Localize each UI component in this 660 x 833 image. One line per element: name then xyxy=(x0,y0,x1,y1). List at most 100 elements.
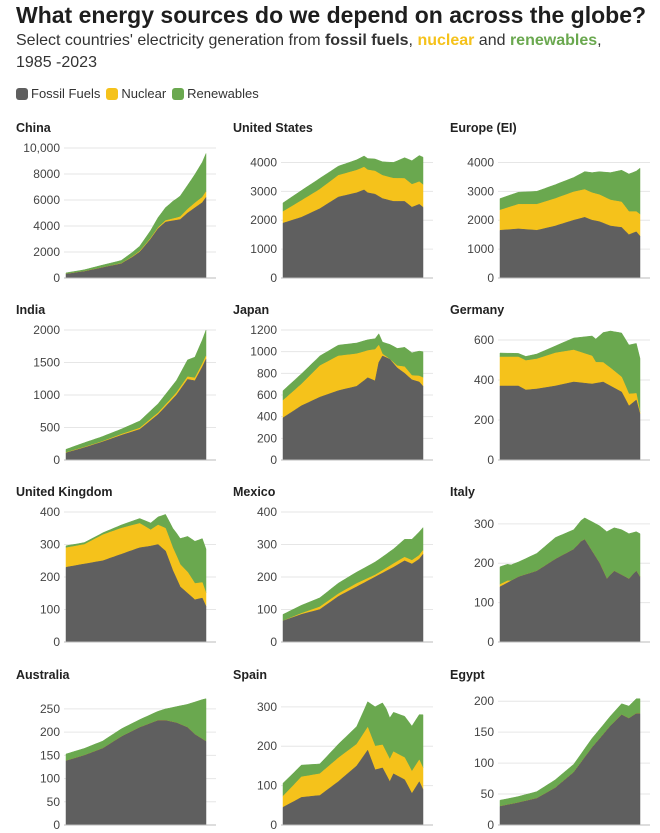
y-tick-label: 0 xyxy=(53,635,60,649)
y-tick-label: 800 xyxy=(257,366,277,380)
y-tick-label: 0 xyxy=(487,635,494,649)
y-tick-label: 100 xyxy=(40,772,60,786)
y-tick-label: 2000 xyxy=(33,323,60,337)
y-tick-label: 200 xyxy=(40,725,60,739)
legend-label-renewables: Renewables xyxy=(187,86,259,101)
y-tick-label: 400 xyxy=(257,505,277,519)
y-tick-label: 0 xyxy=(270,453,277,467)
y-tick-label: 4000 xyxy=(250,155,277,169)
legend-swatch-nuclear xyxy=(106,87,119,100)
subtitle-comma: , xyxy=(597,32,602,49)
y-tick-label: 200 xyxy=(257,570,277,584)
panel-mexico: Mexico 0 100 200 300 400 xyxy=(233,485,433,649)
y-tick-label: 4000 xyxy=(467,155,494,169)
y-tick-label: 400 xyxy=(40,505,60,519)
legend-item-fossil: Fossil Fuels xyxy=(16,86,100,101)
panel-japan: Japan 0 200 400 600 800 1000 1200 xyxy=(233,303,433,467)
y-tick-label: 250 xyxy=(40,702,60,716)
panel-title-china: China xyxy=(16,121,52,135)
y-tick-label: 4000 xyxy=(33,219,60,233)
y-tick-label: 10,000 xyxy=(23,141,60,155)
y-tick-label: 50 xyxy=(47,795,61,809)
subtitle-renewables-keyword: renewables xyxy=(509,32,598,49)
panel-title-italy: Italy xyxy=(450,485,475,499)
subtitle-fossil-keyword: fossil fuels xyxy=(324,32,409,49)
y-tick-label: 0 xyxy=(270,635,277,649)
legend-label-nuclear: Nuclear xyxy=(121,86,167,101)
area-fossil-germany xyxy=(499,381,641,461)
panel-title-europe-ei: Europe (EI) xyxy=(450,121,517,135)
y-tick-label: 8000 xyxy=(33,167,60,181)
page-title: What energy sources do we depend on acro… xyxy=(16,2,647,28)
y-tick-label: 500 xyxy=(40,421,60,435)
legend-item-nuclear: Nuclear xyxy=(106,86,166,101)
y-tick-label: 0 xyxy=(487,453,494,467)
y-tick-label: 50 xyxy=(481,787,495,801)
panel-title-united-states: United States xyxy=(233,121,313,135)
panel-australia: Australia 0 50 100 150 200 250 xyxy=(16,668,216,832)
panel-title-egypt: Egypt xyxy=(450,668,486,682)
y-tick-label: 300 xyxy=(40,538,60,552)
y-tick-label: 0 xyxy=(53,818,60,832)
y-tick-label: 150 xyxy=(474,725,494,739)
panel-title-germany: Germany xyxy=(450,303,504,317)
panel-title-japan: Japan xyxy=(233,303,269,317)
legend-item-renewables: Renewables xyxy=(172,86,259,101)
panel-title-australia: Australia xyxy=(16,668,71,682)
panel-europe-ei: Europe (EI) 0 1000 2000 3000 4000 xyxy=(450,121,650,285)
y-tick-label: 0 xyxy=(53,271,60,285)
y-tick-label: 0 xyxy=(270,271,277,285)
y-tick-label: 100 xyxy=(40,603,60,617)
y-tick-label: 1000 xyxy=(467,242,494,256)
legend-label-fossil: Fossil Fuels xyxy=(31,86,101,101)
panel-title-mexico: Mexico xyxy=(233,485,276,499)
y-tick-label: 200 xyxy=(474,413,494,427)
y-tick-label: 100 xyxy=(257,603,277,617)
y-tick-label: 200 xyxy=(474,556,494,570)
panel-germany: Germany 0 200 400 600 xyxy=(450,303,650,467)
legend-swatch-fossil xyxy=(16,87,28,100)
y-tick-label: 150 xyxy=(40,748,60,762)
y-tick-label: 200 xyxy=(40,570,60,584)
y-tick-label: 200 xyxy=(257,739,277,753)
y-tick-label: 1000 xyxy=(250,345,277,359)
y-tick-label: 300 xyxy=(257,700,277,714)
y-tick-label: 600 xyxy=(474,333,494,347)
y-tick-label: 1000 xyxy=(33,388,60,402)
y-tick-label: 100 xyxy=(474,596,494,610)
panel-italy: Italy 0 100 200 300 xyxy=(450,485,650,649)
y-tick-label: 300 xyxy=(257,538,277,552)
subtitle-nuclear-keyword: nuclear xyxy=(417,32,475,49)
subtitle-text: Select countries' electricity generation… xyxy=(16,32,325,49)
y-tick-label: 0 xyxy=(270,818,277,832)
panel-title-india: India xyxy=(16,303,46,317)
y-tick-label: 300 xyxy=(474,517,494,531)
panel-title-spain: Spain xyxy=(233,668,267,682)
subtitle-and: and xyxy=(474,32,510,49)
y-tick-label: 100 xyxy=(257,779,277,793)
y-tick-label: 400 xyxy=(257,410,277,424)
panel-china: China 0 2000 4000 6000 8000 10,000 xyxy=(16,121,216,285)
y-tick-label: 1200 xyxy=(250,323,277,337)
y-tick-label: 2000 xyxy=(467,213,494,227)
y-tick-label: 2000 xyxy=(250,213,277,227)
y-tick-label: 0 xyxy=(53,453,60,467)
y-tick-label: 1000 xyxy=(250,242,277,256)
y-tick-label: 600 xyxy=(257,388,277,402)
y-tick-label: 3000 xyxy=(467,184,494,198)
panel-india: India 0 500 1000 1500 2000 xyxy=(16,303,216,467)
panel-united-kingdom: United Kingdom 0 100 200 300 400 xyxy=(16,485,216,649)
y-tick-label: 400 xyxy=(474,373,494,387)
y-tick-label: 1500 xyxy=(33,356,60,370)
panel-title-united-kingdom: United Kingdom xyxy=(16,485,113,499)
legend-swatch-renewables xyxy=(172,87,185,100)
y-tick-label: 0 xyxy=(487,271,494,285)
y-tick-label: 0 xyxy=(487,818,494,832)
subtitle-years: 1985 -2023 xyxy=(16,54,97,71)
chart-legend: Fossil Fuels Nuclear Renewables xyxy=(16,86,265,101)
area-fossil-australia xyxy=(65,720,207,826)
y-tick-label: 3000 xyxy=(250,184,277,198)
panel-egypt: Egypt 0 50 100 150 200 xyxy=(450,668,650,832)
page-subtitle: Select countries' electricity generation… xyxy=(16,30,656,74)
